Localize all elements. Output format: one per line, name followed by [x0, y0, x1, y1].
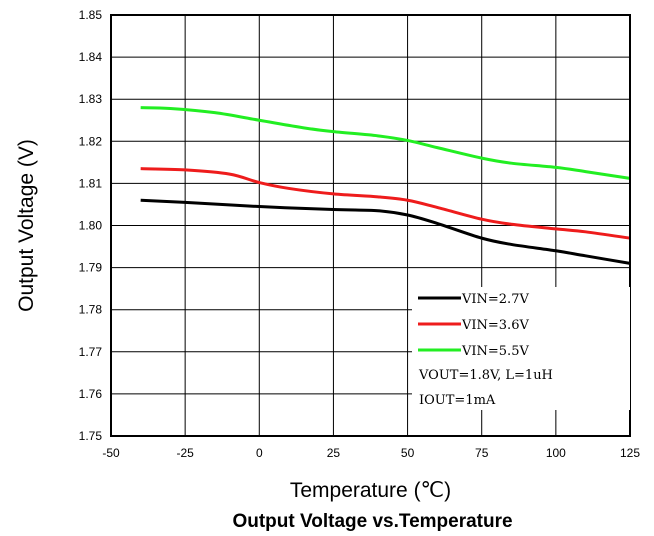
annotation-text: VOUT=1.8V, L=1uH — [418, 368, 553, 383]
series-line-vin-3-6v — [140, 167, 631, 240]
y-tick-label: 1.83 — [79, 92, 103, 106]
x-tick-labels: -50 -25 0 25 50 75 100 125 — [102, 446, 640, 460]
legend-item-vin-2-7v: VIN=2.7V — [461, 292, 529, 307]
grid — [110, 14, 631, 437]
x-axis-title: Temperature (℃) — [290, 479, 451, 502]
series-line-vin-2-7v — [140, 198, 631, 265]
x-tick-label: -50 — [102, 446, 120, 460]
plot-frame — [110, 14, 631, 437]
y-tick-label: 1.82 — [79, 134, 103, 148]
legend-item-vin-3-6v: VIN=3.6V — [461, 318, 529, 333]
y-tick-labels: 1.75 1.76 1.77 1.78 1.79 1.80 1.81 1.82 1.83 1.84… — [79, 8, 103, 443]
legend-item-vin-5-5v: VIN=5.5V — [461, 344, 529, 359]
x-tick-label: 50 — [401, 446, 415, 460]
series-line-vin-5-5v — [140, 106, 631, 180]
x-tick-label: 125 — [620, 446, 640, 460]
y-tick-label: 1.84 — [79, 50, 103, 64]
y-tick-label: 1.76 — [79, 387, 103, 401]
x-tick-label: 100 — [546, 446, 566, 460]
annotation-text: IOUT=1mA — [419, 393, 496, 408]
y-tick-label: 1.77 — [79, 345, 103, 359]
legend: VIN=2.7V VIN=3.6V VIN=5.5V VOUT=1.8V, L=1uH… — [412, 287, 630, 410]
y-tick-label: 1.79 — [79, 261, 103, 275]
series-lines — [140, 106, 631, 265]
y-tick-label: 1.81 — [79, 176, 103, 190]
chart-title: Output Voltage vs.Temperature — [232, 511, 512, 532]
x-tick-label: -25 — [176, 446, 194, 460]
y-tick-label: 1.80 — [79, 219, 103, 233]
y-axis-title: Output Voltage (V) — [15, 139, 38, 312]
x-tick-label: 75 — [475, 446, 489, 460]
x-tick-label: 0 — [256, 446, 263, 460]
y-tick-label: 1.85 — [79, 8, 103, 22]
y-tick-label: 1.78 — [79, 303, 103, 317]
y-tick-label: 1.75 — [79, 429, 103, 443]
x-tick-label: 25 — [327, 446, 341, 460]
